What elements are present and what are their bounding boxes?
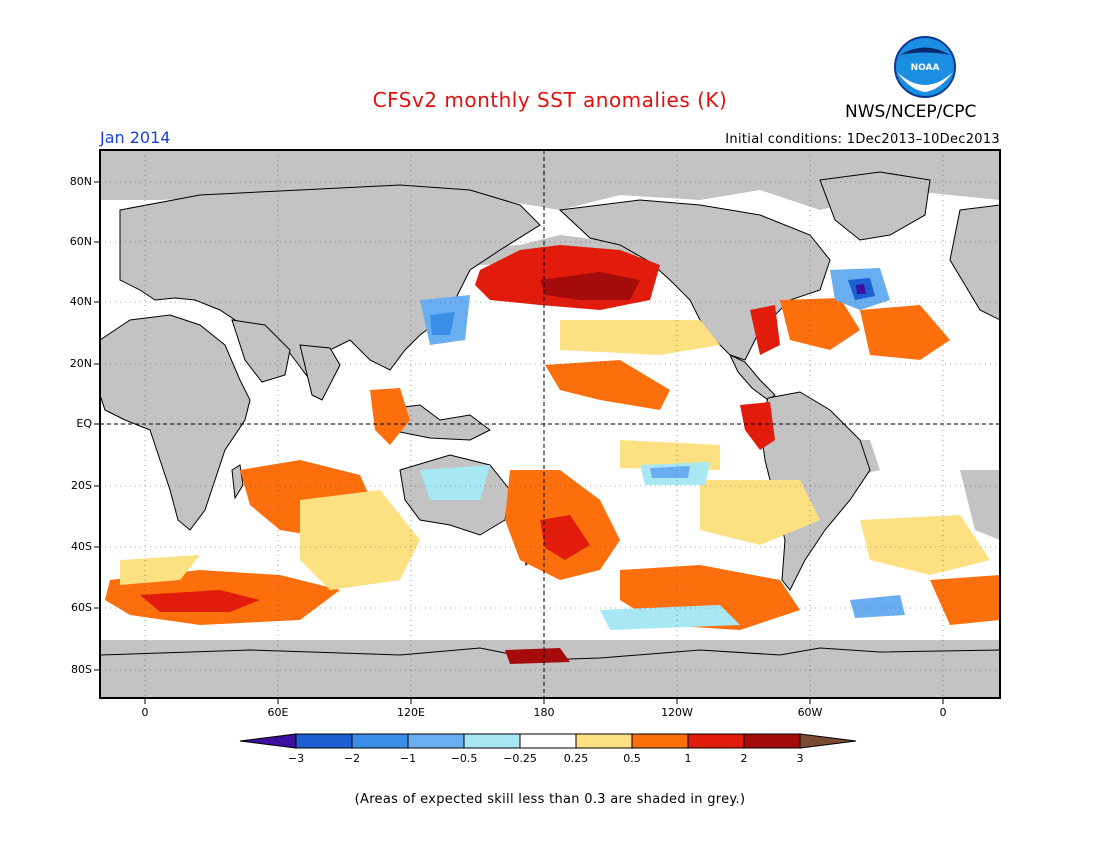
organization-label: NWS/NCEP/CPC <box>845 102 977 122</box>
south-america-land <box>759 391 871 591</box>
lon-label: 60W <box>797 706 823 719</box>
lat-label: EQ <box>76 417 92 430</box>
colorbar-tick-label: 3 <box>796 752 804 765</box>
colorbar-segment <box>575 733 633 749</box>
anomaly-patch <box>620 440 720 470</box>
anomaly-patch <box>780 298 860 350</box>
lat-label: 60S <box>71 601 92 614</box>
lon-label: 0 <box>939 706 947 719</box>
lat-label: 40S <box>71 540 92 553</box>
anomaly-patch <box>300 490 420 590</box>
anomaly-patch <box>850 595 905 618</box>
india-land <box>299 344 341 401</box>
anomaly-patch <box>860 305 950 360</box>
colorbar-tick-label: −3 <box>287 752 305 765</box>
initial-conditions-label: Initial conditions: 1Dec2013–10Dec2013 <box>725 132 1000 147</box>
anomaly-patch <box>370 388 410 445</box>
eurasia-land <box>119 184 541 381</box>
anomaly-patch <box>140 590 260 612</box>
colorbar-tick-label: −1 <box>399 752 417 765</box>
lat-label: 20N <box>69 357 92 370</box>
noaa-logo: NOAA <box>894 36 956 98</box>
low-skill-region <box>960 470 1000 540</box>
anomaly-patch <box>750 305 780 355</box>
footnote: (Areas of expected skill less than 0.3 a… <box>354 792 746 807</box>
colorbar-segment <box>631 733 689 749</box>
colorbar-segment <box>239 733 297 749</box>
colorbar-segment <box>407 733 465 749</box>
colorbar-tick-label: −0.5 <box>450 752 478 765</box>
colorbar-tick-label: 0.25 <box>563 752 589 765</box>
colorbar-segment <box>519 733 577 749</box>
anomaly-patch <box>505 648 570 664</box>
chart-title: CFSv2 monthly SST anomalies (K) <box>372 88 728 112</box>
anomaly-patch <box>650 466 690 478</box>
colorbar-tick-label: 0.5 <box>623 752 641 765</box>
lon-label: 60E <box>267 706 289 719</box>
lat-label: 80N <box>69 175 92 188</box>
colorbar-segment <box>351 733 409 749</box>
colorbar-segment <box>687 733 745 749</box>
lat-label: 80S <box>71 663 92 676</box>
anomaly-patch <box>740 402 775 450</box>
colorbar-tick-label: 2 <box>740 752 748 765</box>
madagascar-land <box>231 464 244 500</box>
lat-label: 20S <box>71 479 92 492</box>
anomaly-patch <box>420 465 490 500</box>
colorbar-segment <box>743 733 801 749</box>
europe-west-land <box>949 204 1000 321</box>
anomaly-patch <box>600 605 740 630</box>
svg-text:NOAA: NOAA <box>911 63 940 73</box>
anomaly-patch <box>120 555 200 585</box>
arabia-land <box>231 319 291 383</box>
anomaly-patch <box>856 284 866 294</box>
anomaly-patch <box>545 360 670 410</box>
anomaly-patch <box>700 480 820 545</box>
colorbar-tick-label: −0.25 <box>503 752 537 765</box>
colorbar <box>239 733 857 749</box>
africa-land <box>100 314 251 531</box>
lat-label: 40N <box>69 295 92 308</box>
lat-label: 60N <box>69 235 92 248</box>
anomaly-patch <box>540 515 590 560</box>
greenland-land <box>819 171 931 241</box>
anomaly-patch <box>930 575 1000 625</box>
anomaly-patch <box>860 515 990 575</box>
month-label: Jan 2014 <box>100 128 171 147</box>
colorbar-segment <box>295 733 353 749</box>
anomaly-patch <box>540 272 640 300</box>
antarctica-land <box>100 647 1000 698</box>
lon-label: 120W <box>661 706 693 719</box>
colorbar-segment <box>463 733 521 749</box>
lon-label: 120E <box>397 706 425 719</box>
lon-label: 0 <box>141 706 149 719</box>
lon-label: 180 <box>533 706 555 719</box>
colorbar-tick-label: −2 <box>343 752 361 765</box>
colorbar-tick-label: 1 <box>684 752 692 765</box>
colorbar-segment <box>799 733 857 749</box>
anomaly-patch <box>430 312 455 335</box>
anomaly-patch <box>560 320 720 355</box>
